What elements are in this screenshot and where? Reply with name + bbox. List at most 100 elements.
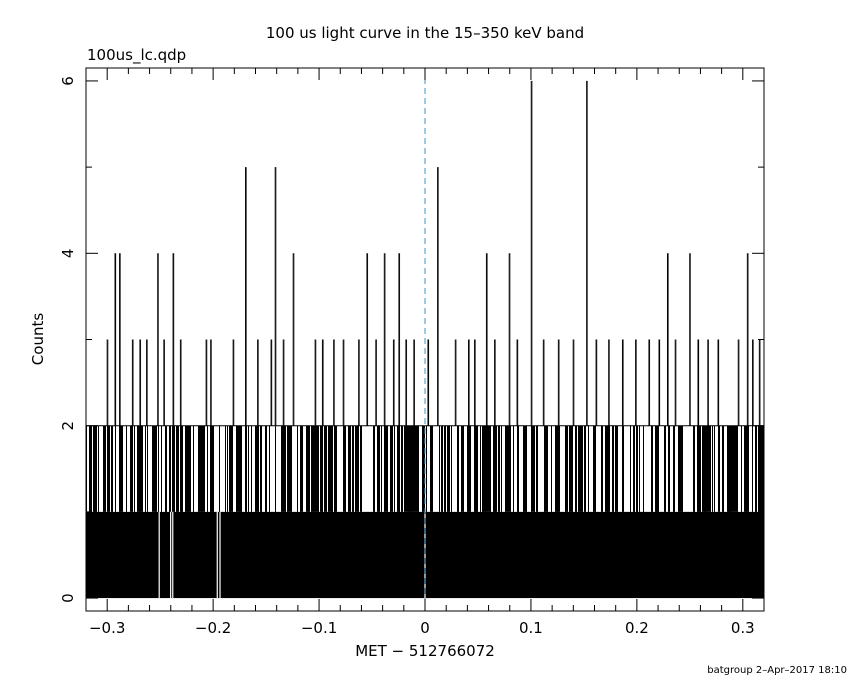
count-2-bins	[245, 425, 247, 512]
count-2-bins	[269, 425, 270, 512]
count-2-bins	[211, 425, 214, 512]
count-2-bins	[260, 425, 262, 512]
count-2-bins	[709, 425, 711, 512]
count-2-bins	[507, 425, 509, 512]
count-2-bins	[414, 425, 417, 512]
count-2-bins	[714, 425, 715, 512]
count-2-bins	[155, 425, 157, 512]
count-2-bins	[483, 425, 486, 512]
count-2-bins	[213, 425, 214, 512]
count-2-bins	[352, 425, 354, 512]
count-2-bins	[147, 425, 148, 512]
count-2-bins	[430, 425, 433, 512]
count-2-bins	[622, 425, 624, 512]
count-2-bins	[533, 425, 535, 512]
count-2-bins	[728, 425, 731, 512]
y-tick-labels: 0 2 4 6	[59, 76, 77, 603]
count-2-bins	[570, 425, 573, 512]
count-2-bins	[139, 425, 141, 512]
count-2-bins	[444, 425, 446, 512]
count-2-bins	[265, 425, 267, 512]
count-2-bins	[607, 425, 610, 512]
count-2-bins	[152, 425, 155, 512]
count-2-bins	[134, 425, 135, 512]
x-tick-label: 0.3	[731, 619, 755, 637]
x-tick-label: 0	[420, 619, 430, 637]
count-2-bins	[697, 425, 700, 512]
count-2-bins	[694, 425, 695, 512]
count-2-bins	[633, 425, 635, 512]
count-2-bins	[281, 425, 284, 512]
x-tick-label: 0.2	[625, 619, 649, 637]
count-2-bins	[172, 425, 175, 512]
count-2-bins	[702, 425, 705, 512]
count-2-bins	[730, 425, 733, 512]
count-2-bins	[544, 425, 547, 512]
count-2-bins	[501, 425, 502, 512]
count-2-bins	[536, 425, 537, 512]
count-2-bins	[158, 425, 159, 512]
count-2-bins	[523, 425, 526, 512]
count-2-bins	[612, 425, 614, 512]
count-2-bins	[505, 425, 507, 512]
histogram-layer	[86, 80, 764, 599]
count-2-bins	[297, 425, 298, 512]
count-2-bins	[107, 425, 110, 512]
count-2-bins	[485, 425, 488, 512]
count-2-bins	[111, 425, 113, 512]
count-2-bins	[580, 425, 583, 512]
count-2-bins	[461, 425, 464, 512]
count-2-bins	[426, 425, 427, 512]
count-2-bins	[537, 425, 538, 512]
count-2-bins	[447, 425, 450, 512]
count-2-bins	[525, 425, 527, 512]
count-2-bins	[176, 425, 179, 512]
count-2-bins	[418, 425, 419, 512]
count-2-bins	[565, 425, 568, 512]
count-2-bins	[668, 425, 669, 512]
count-2-bins	[752, 425, 753, 512]
count-2-bins	[307, 425, 310, 512]
count-2-bins	[578, 425, 580, 512]
count-2-bins	[386, 425, 388, 512]
count-2-bins	[239, 425, 242, 512]
count-2-bins	[758, 425, 759, 512]
count-2-bins	[513, 425, 514, 512]
count-2-bins	[201, 425, 202, 512]
count-2-bins	[498, 425, 500, 512]
x-tick-label: −0.3	[89, 619, 125, 637]
count-2-bins	[94, 425, 97, 512]
count-2-bins	[468, 425, 470, 512]
count-2-bins	[207, 425, 208, 512]
axis-ticks	[85, 68, 765, 611]
count-2-bins	[343, 425, 344, 512]
count-2-bins	[718, 425, 720, 512]
count-2-bins	[593, 425, 596, 512]
count-2-bins	[89, 425, 92, 512]
count-2-bins	[257, 425, 259, 512]
chart-subtitle: 100us_lc.qdp	[87, 46, 186, 65]
count-2-bins	[331, 425, 333, 512]
count-2-bins	[656, 425, 659, 512]
x-tick-label: −0.2	[195, 619, 231, 637]
count-2-bins	[746, 425, 749, 512]
count-2-bins	[165, 425, 167, 512]
count-2-bins	[575, 425, 577, 512]
count-2-bins	[335, 425, 337, 512]
count-2-bins	[328, 425, 330, 512]
count-2-bins	[300, 425, 303, 512]
count-2-bins	[441, 425, 443, 512]
count-2-bins	[755, 425, 756, 512]
count-2-bins	[408, 425, 411, 512]
count-2-bins	[422, 425, 424, 512]
count-2-bins	[397, 425, 400, 512]
count-2-bins	[241, 425, 242, 512]
count-2-bins	[669, 425, 670, 512]
count-2-bins	[404, 425, 405, 512]
count-2-bins	[229, 425, 230, 512]
count-2-bins	[488, 425, 491, 512]
footer-credit: batgroup 2–Apr–2017 18:10	[707, 665, 847, 676]
x-tick-labels: −0.3 −0.2 −0.1 0 0.1 0.2 0.3	[89, 619, 755, 637]
count-2-bins	[358, 425, 359, 512]
count-2-bins	[406, 425, 409, 512]
